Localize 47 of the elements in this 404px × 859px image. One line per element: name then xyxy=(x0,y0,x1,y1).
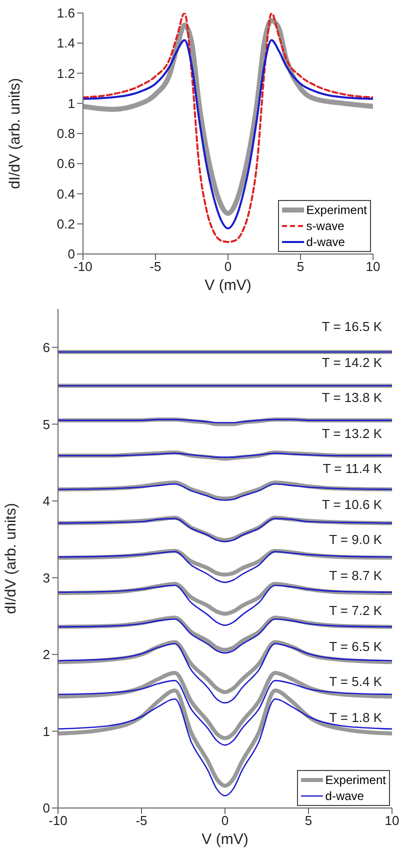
y-axis-title: dI/dV (arb. units) xyxy=(6,78,24,189)
annotation: T = 13.8 K xyxy=(322,390,382,405)
legend-label: Experiment xyxy=(325,773,386,787)
annotation: T = 8.7 K xyxy=(329,568,382,582)
x-tick-label: -10 xyxy=(48,813,68,828)
y-tick-label: 1 xyxy=(42,724,50,739)
legend-label: d-wave xyxy=(306,235,345,249)
annotation: T = 16.5 K xyxy=(322,319,382,334)
annotation: T = 7.2 K xyxy=(329,603,382,618)
annotation: T = 10.6 K xyxy=(322,496,382,512)
y-tick-label: 0.4 xyxy=(56,186,75,202)
legend-label: Experiment xyxy=(306,203,367,217)
legend-label: s-wave xyxy=(306,219,344,233)
x-tick-label: -5 xyxy=(150,259,162,274)
annotation: T = 5.4 K xyxy=(329,674,382,689)
y-tick-label: 4 xyxy=(42,494,50,509)
y-tick-label: 0.2 xyxy=(56,216,75,232)
annotation: T = 13.2 K xyxy=(322,426,382,440)
y-tick-label: 1.2 xyxy=(56,66,75,81)
y-tick-label: 2 xyxy=(42,647,50,662)
x-tick-label: 0 xyxy=(224,259,232,274)
y-tick-label: 1.6 xyxy=(56,6,75,21)
y-tick-label: 0 xyxy=(68,246,75,262)
annotation: T = 1.8 K xyxy=(329,710,382,724)
x-axis-title: V (mV) xyxy=(204,277,252,294)
y-tick-label: 0 xyxy=(42,800,50,816)
y-tick-label: 0.6 xyxy=(56,156,75,172)
y-tick-label: 1 xyxy=(68,96,75,111)
x-tick-label: -5 xyxy=(136,813,148,828)
x-axis-title: V (mV) xyxy=(202,831,248,848)
legend-label: d-wave xyxy=(325,789,364,803)
y-tick-label: 6 xyxy=(42,340,50,355)
x-tick-label: 10 xyxy=(384,813,400,828)
x-tick-label: -10 xyxy=(74,259,92,274)
annotation: T = 9.0 K xyxy=(329,532,382,547)
x-tick-label: 5 xyxy=(304,813,312,828)
y-tick-label: 5 xyxy=(42,416,50,432)
annotation: T = 6.5 K xyxy=(329,638,382,654)
annotation: T = 14.2 K xyxy=(322,354,382,370)
x-tick-label: 10 xyxy=(366,259,380,274)
x-tick-label: 0 xyxy=(221,813,229,828)
y-tick-label: 1.4 xyxy=(56,36,75,51)
y-axis-title: dI/dV (arb. units) xyxy=(2,503,20,614)
y-tick-label: 3 xyxy=(42,570,50,586)
x-tick-label: 5 xyxy=(296,259,304,274)
annotation: T = 11.4 K xyxy=(322,461,382,476)
y-tick-label: 0.8 xyxy=(56,126,75,142)
